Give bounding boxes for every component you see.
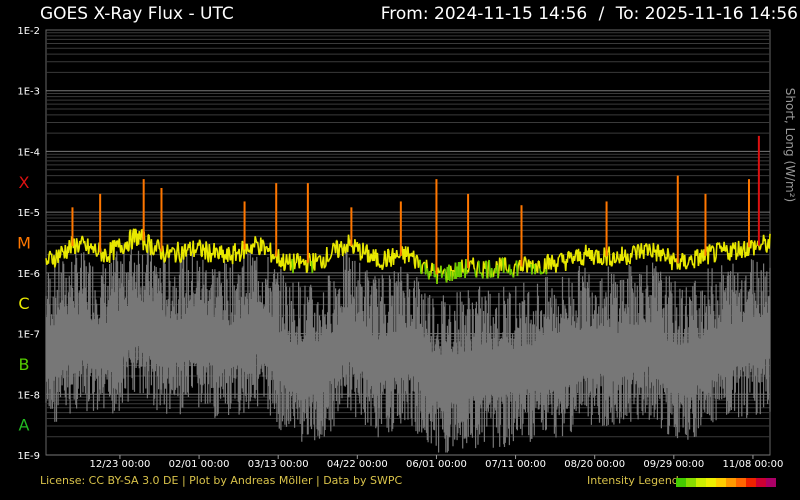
y-tick-label: 1E-2 bbox=[17, 26, 40, 37]
y-tick-label: 1E-5 bbox=[17, 208, 40, 219]
flare-class-label: B bbox=[19, 355, 30, 374]
y-tick-label: 1E-9 bbox=[17, 451, 40, 462]
chart-title: GOES X-Ray Flux - UTC bbox=[40, 4, 234, 24]
time-range: From: 2024-11-15 14:56 / To: 2025-11-16 … bbox=[381, 4, 798, 24]
legend-swatch-7 bbox=[746, 478, 756, 487]
x-tick-label: 03/13 00:00 bbox=[248, 459, 309, 470]
legend-swatch-1 bbox=[686, 478, 696, 487]
x-tick-label: 07/11 00:00 bbox=[485, 459, 546, 470]
x-tick-label: 02/01 00:00 bbox=[169, 459, 230, 470]
intensity-legend-label: Intensity Legend bbox=[587, 474, 679, 487]
legend-swatch-8 bbox=[756, 478, 766, 487]
legend-swatch-0 bbox=[676, 478, 686, 487]
legend-swatch-4 bbox=[716, 478, 726, 487]
flare-class-label: X bbox=[19, 173, 30, 192]
intensity-legend-bar bbox=[676, 478, 776, 487]
legend-swatch-3 bbox=[706, 478, 716, 487]
series-short bbox=[45, 243, 771, 453]
legend-swatch-5 bbox=[726, 478, 736, 487]
from-label: From: bbox=[380, 4, 429, 24]
y-tick-label: 1E-4 bbox=[17, 147, 40, 158]
y-tick-label: 1E-6 bbox=[17, 269, 40, 280]
legend-swatch-6 bbox=[736, 478, 746, 487]
from-value: 2024-11-15 14:56 bbox=[434, 4, 588, 24]
legend-swatch-2 bbox=[696, 478, 706, 487]
y-axis-label: Short, Long (W/m²) bbox=[783, 88, 797, 202]
flare-class-label: M bbox=[17, 234, 31, 253]
to-label: To: bbox=[615, 4, 640, 24]
to-value: 2025-11-16 14:56 bbox=[644, 4, 798, 24]
y-tick-label: 1E-7 bbox=[17, 330, 40, 341]
x-tick-label: 09/29 00:00 bbox=[643, 459, 704, 470]
range-separator: / bbox=[598, 4, 605, 24]
y-tick-label: 1E-8 bbox=[17, 390, 40, 401]
x-tick-label: 12/23 00:00 bbox=[90, 459, 151, 470]
x-tick-label: 08/20 00:00 bbox=[564, 459, 625, 470]
flare-class-label: C bbox=[18, 294, 29, 313]
license-text: License: CC BY-SA 3.0 DE | Plot by Andre… bbox=[40, 474, 403, 487]
x-tick-label: 06/01 00:00 bbox=[406, 459, 467, 470]
x-tick-label: 11/08 00:00 bbox=[723, 459, 784, 470]
legend-swatch-9 bbox=[766, 478, 776, 487]
flare-class-label: A bbox=[19, 416, 30, 435]
y-tick-label: 1E-3 bbox=[17, 87, 40, 98]
series-long bbox=[291, 257, 548, 284]
x-tick-label: 04/22 00:00 bbox=[327, 459, 388, 470]
